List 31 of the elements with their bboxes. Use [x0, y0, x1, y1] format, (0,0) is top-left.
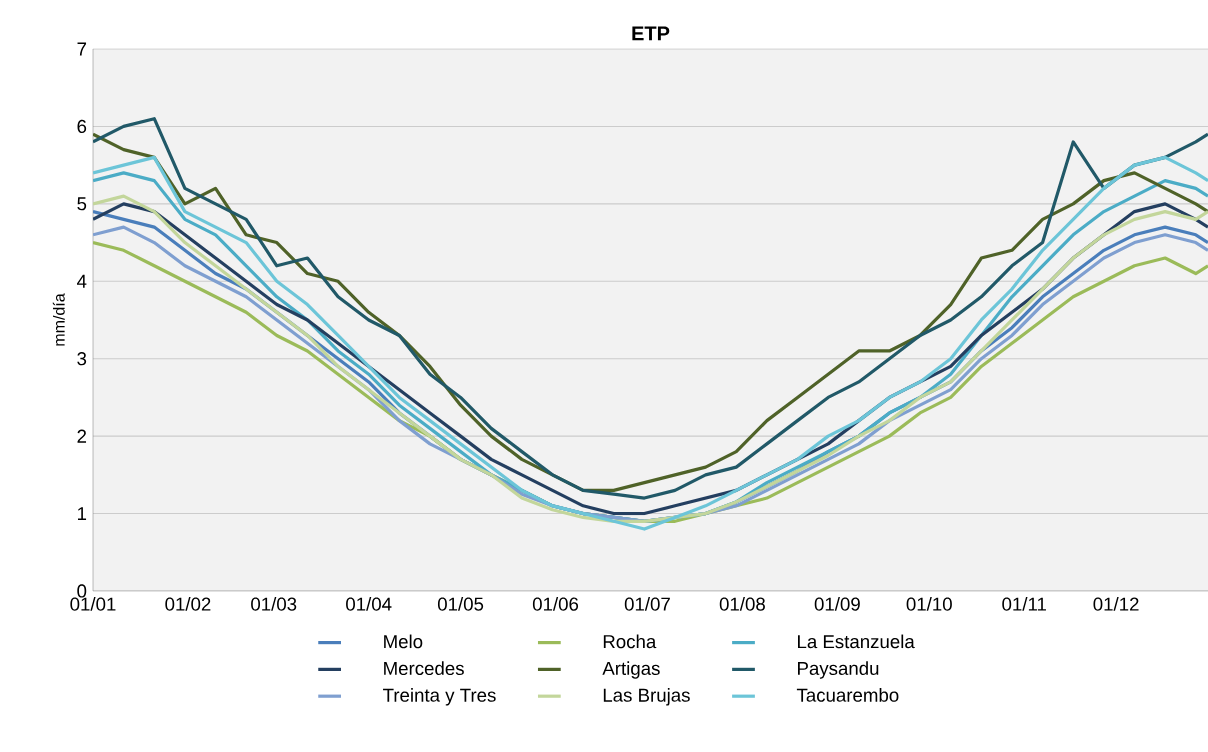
y-tick-label: 2	[77, 429, 87, 443]
chart-title: ETP	[632, 26, 670, 41]
x-tick-label: 01/10	[906, 597, 952, 611]
x-tick-label: 01/06	[532, 597, 579, 611]
y-tick-label: 4	[77, 274, 87, 288]
y-axis-title: mm/día	[52, 293, 65, 346]
legend-label: Tacuarembo	[796, 688, 899, 702]
x-tick-label: 01/01	[70, 597, 116, 611]
x-tick-label: 01/07	[624, 597, 670, 611]
legend-label: La Estanzuela	[798, 634, 915, 649]
legend-label: Melo	[384, 634, 423, 649]
x-tick-label: 01/02	[165, 597, 211, 611]
y-tick-label: 7	[77, 42, 87, 56]
x-tick-label: 01/09	[814, 597, 860, 611]
y-tick-label: 1	[78, 507, 87, 520]
y-tick-label: 5	[77, 197, 87, 211]
y-tick-label: 0	[77, 584, 87, 598]
legend-label: Paysandu	[798, 661, 879, 679]
y-tick-label: 6	[77, 119, 87, 134]
y-tick-label: 3	[77, 352, 87, 366]
legend-label: Artigas	[602, 661, 660, 679]
legend-label: Rocha	[603, 634, 657, 649]
x-tick-label: 01/05	[437, 597, 484, 611]
legend-label: Mercedes	[384, 661, 464, 676]
x-tick-label: 01/04	[346, 597, 392, 611]
legend-label: Las Brujas	[603, 688, 690, 706]
x-tick-label: 01/11	[1002, 597, 1046, 611]
legend-label: Treinta y Tres	[383, 688, 496, 706]
x-tick-label: 01/08	[719, 597, 765, 611]
x-tick-label: 01/12	[1093, 597, 1139, 611]
x-tick-label: 01/03	[251, 597, 297, 611]
